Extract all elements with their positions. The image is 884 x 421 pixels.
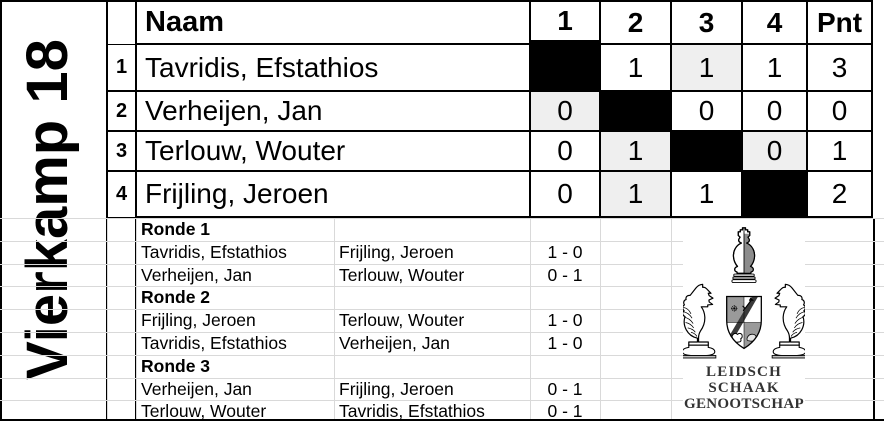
svg-text:SCHAAK: SCHAAK [708,380,779,396]
svg-text:LEIDSCH: LEIDSCH [706,364,782,380]
svg-text:GENOOTSCHAP: GENOOTSCHAP [684,396,804,410]
